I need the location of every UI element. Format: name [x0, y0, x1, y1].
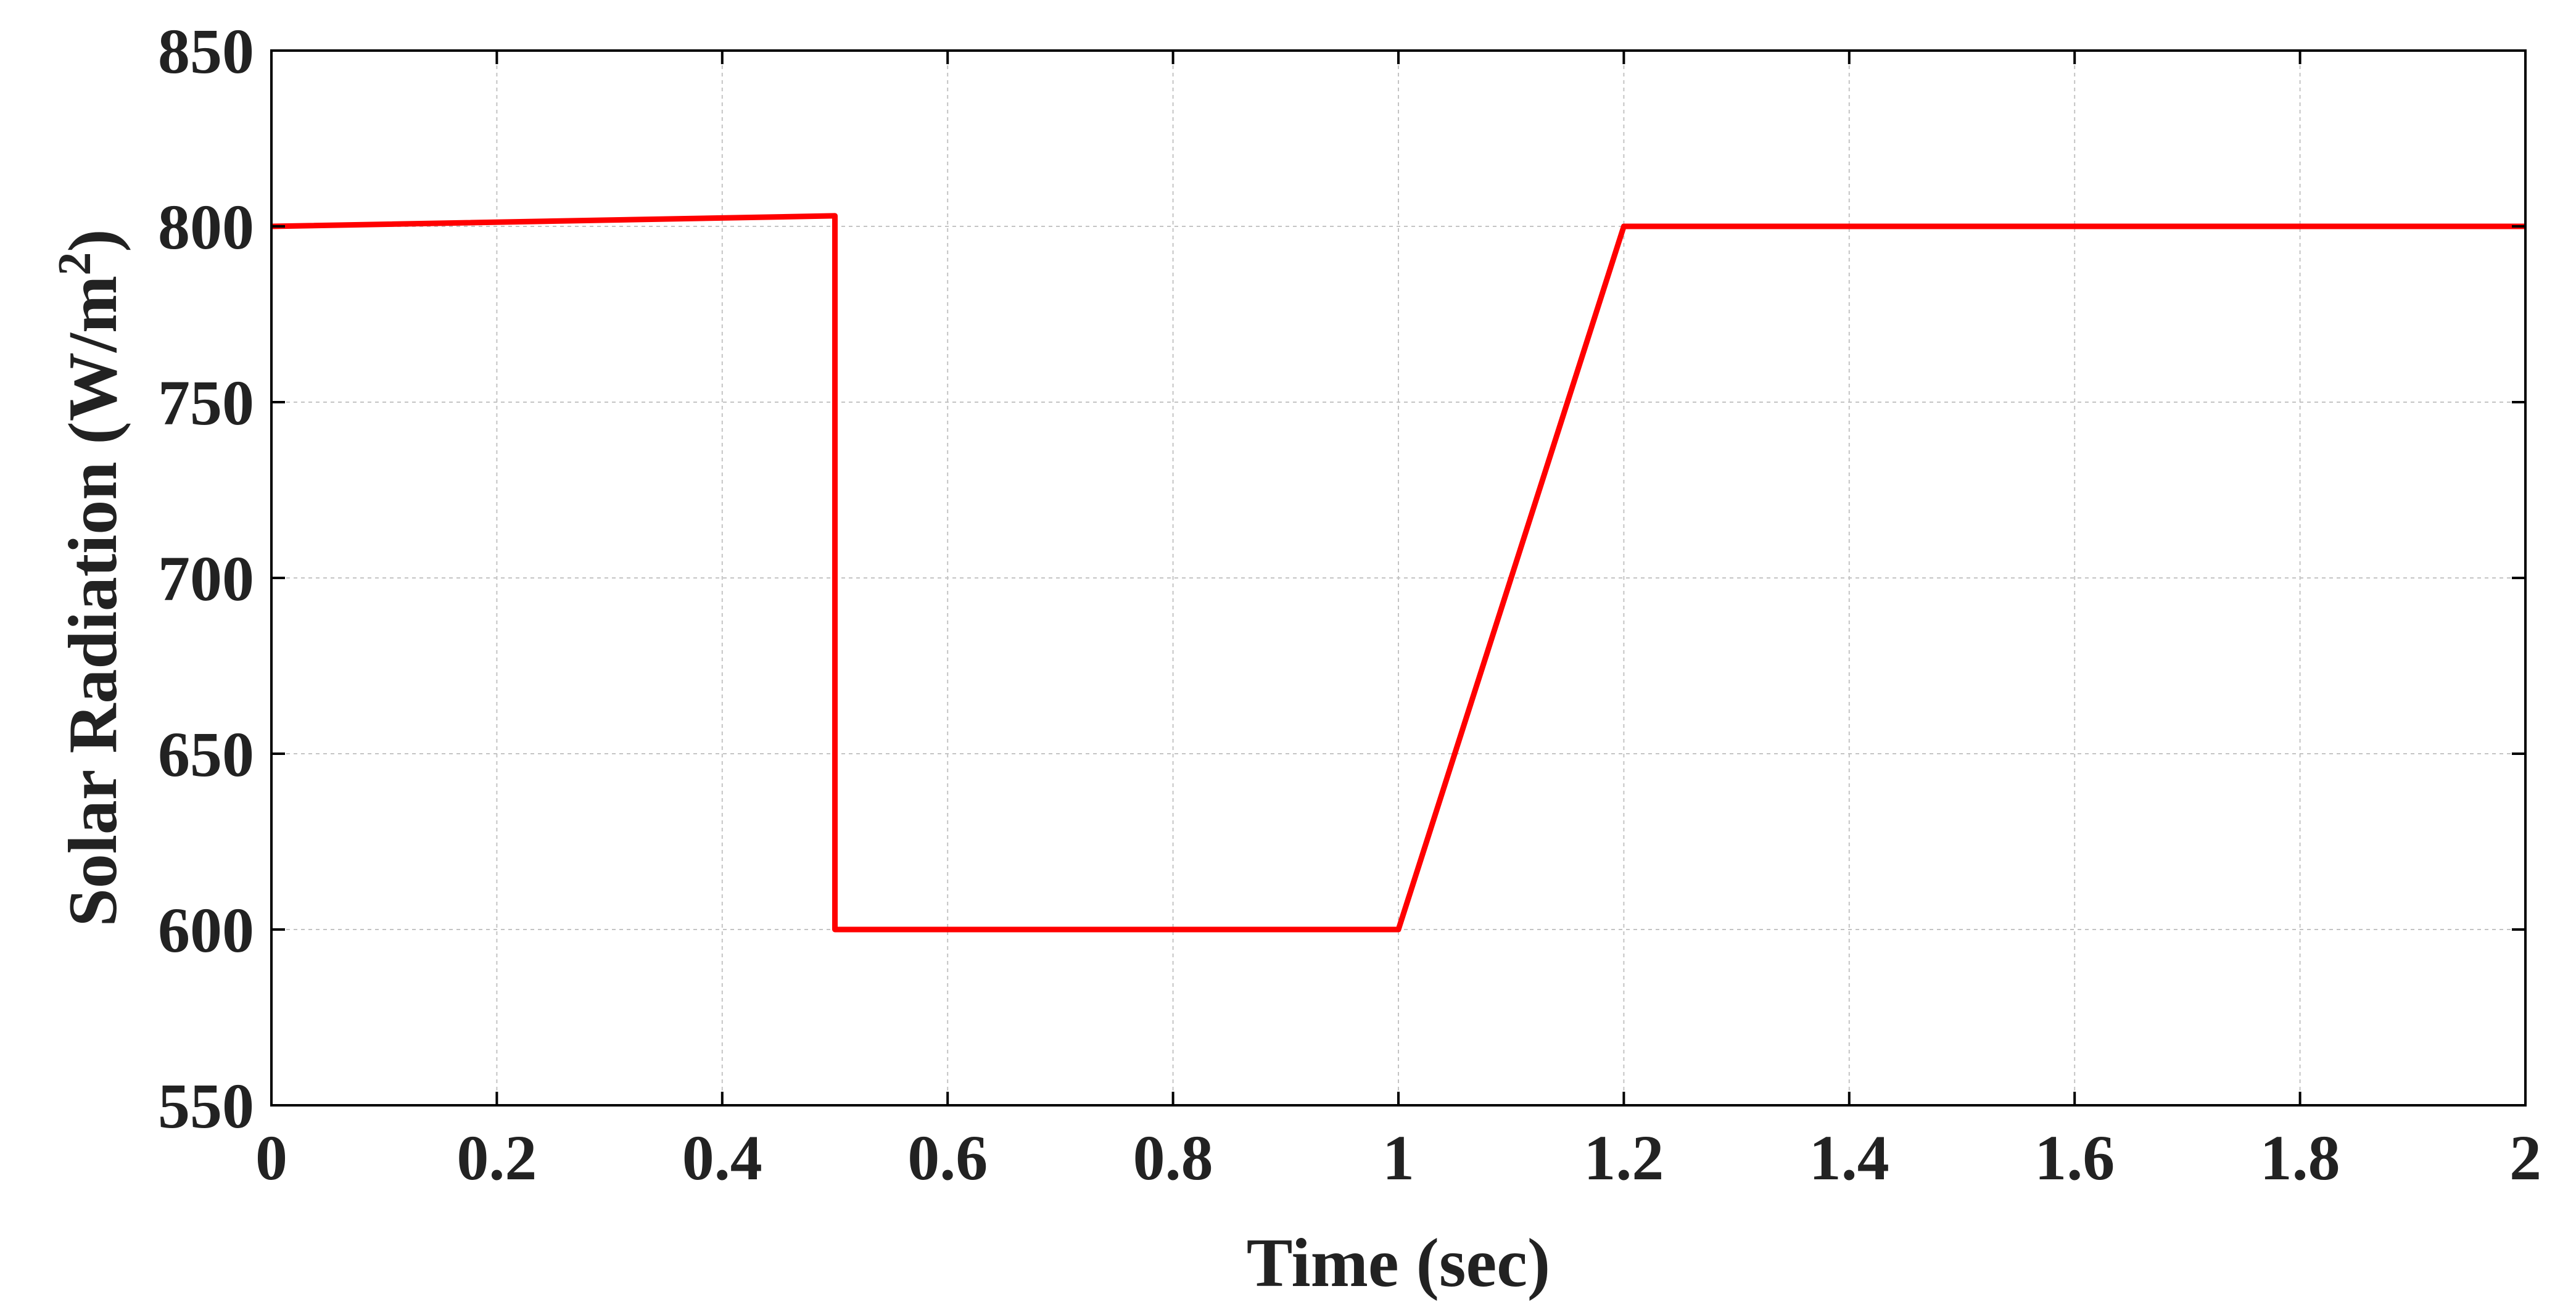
x-tick-label: 2 — [2509, 1123, 2541, 1193]
x-tick-label: 0.8 — [1133, 1123, 1213, 1193]
y-axis-label-prefix: Solar Radiation (W/m — [55, 276, 131, 927]
x-tick-label: 0.4 — [682, 1123, 762, 1193]
y-tick-label: 750 — [158, 368, 254, 439]
x-tick-label: 1.2 — [1583, 1123, 1664, 1193]
x-tick-label: 1.6 — [2034, 1123, 2115, 1193]
x-tick-label: 0.2 — [456, 1123, 537, 1193]
x-tick-labels: 0 0.2 0.4 0.6 0.8 1 1.2 1.4 1.6 1.8 2 — [255, 1123, 2541, 1193]
x-tick-label: 1.8 — [2260, 1123, 2340, 1193]
grid — [271, 51, 2525, 1105]
y-tick-label: 850 — [158, 16, 254, 87]
y-tick-label: 650 — [158, 719, 254, 790]
y-axis-label-superscript: 2 — [49, 252, 101, 276]
y-tick-label: 800 — [158, 192, 254, 263]
x-tick-label: 0.6 — [907, 1123, 988, 1193]
ticks — [270, 49, 2527, 1107]
x-axis-label: Time (sec) — [1247, 1225, 1550, 1301]
series-line — [271, 213, 2525, 933]
y-tick-labels: 550 600 650 700 750 800 850 — [158, 16, 254, 1142]
y-axis-label-suffix: ) — [55, 229, 131, 252]
x-tick-label: 1 — [1382, 1123, 1414, 1193]
y-axis-label: Solar Radiation (W/m2) — [49, 229, 131, 926]
series-layer — [271, 213, 2525, 933]
y-tick-label: 600 — [158, 895, 254, 966]
x-tick-label: 0 — [255, 1123, 287, 1193]
y-tick-label: 700 — [158, 543, 254, 614]
y-tick-label: 550 — [158, 1071, 254, 1142]
x-tick-label: 1.4 — [1809, 1123, 1889, 1193]
